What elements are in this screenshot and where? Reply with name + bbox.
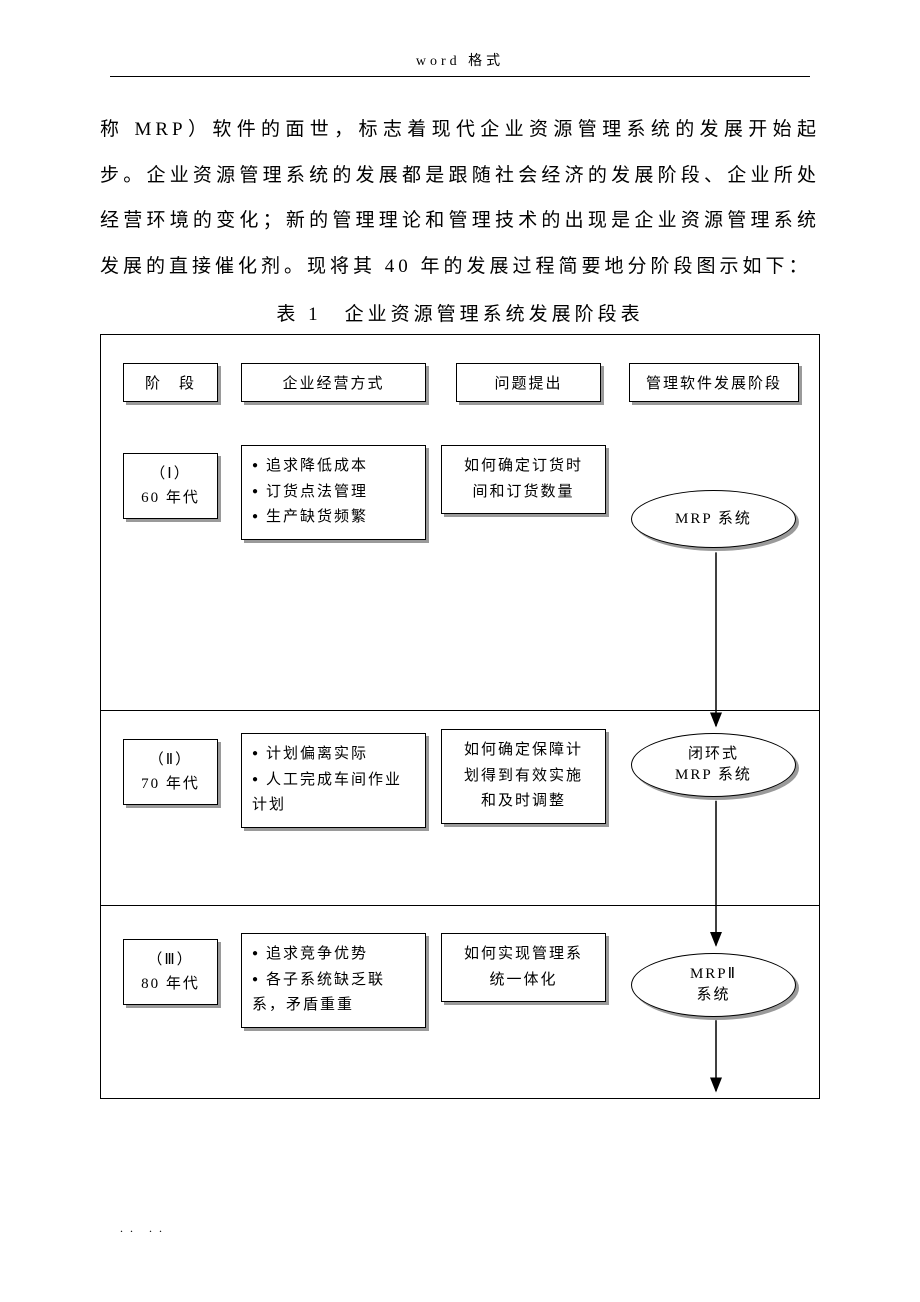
- header-stage: 阶 段: [123, 363, 218, 402]
- mode-3: 追求竞争优势 各子系统缺乏联系，矛盾重重: [241, 933, 426, 1028]
- mode-1-item: 追求降低成本: [252, 454, 415, 480]
- question-2: 如何确定保障计 划得到有效实施 和及时调整: [441, 729, 606, 824]
- divider-2: [101, 905, 819, 906]
- mode-2-item: 人工完成车间作业计划: [252, 768, 415, 819]
- stage-2: （Ⅱ） 70 年代: [123, 739, 218, 805]
- system-3-line: MRPⅡ: [690, 966, 737, 982]
- system-3-line: 系统: [696, 987, 730, 1003]
- header-mode: 企业经营方式: [241, 363, 426, 402]
- table-caption: 表 1 企业资源管理系统发展阶段表: [100, 299, 820, 326]
- question-1-line: 间和订货数量: [472, 484, 574, 500]
- footer-dots: . . . .: [100, 1219, 820, 1236]
- mode-3-item: 追求竞争优势: [252, 942, 415, 968]
- question-2-line: 划得到有效实施: [464, 768, 583, 784]
- question-3-line: 如何实现管理系: [464, 946, 583, 962]
- stage-3-line1: （Ⅲ）: [147, 952, 193, 968]
- stage-1-line1: （Ⅰ）: [150, 466, 190, 482]
- mode-3-item: 各子系统缺乏联系，矛盾重重: [252, 968, 415, 1019]
- stage-1-line2: 60 年代: [141, 490, 200, 506]
- stage-2-line2: 70 年代: [141, 776, 200, 792]
- mode-1-item: 订货点法管理: [252, 480, 415, 506]
- divider-1: [101, 710, 819, 711]
- system-3: MRPⅡ 系统: [631, 953, 796, 1017]
- mode-1: 追求降低成本 订货点法管理 生产缺货频繁: [241, 445, 426, 540]
- system-2: 闭环式 MRP 系统: [631, 733, 796, 797]
- body-paragraph: 称 MRP）软件的面世，标志着现代企业资源管理系统的发展开始起步。企业资源管理系…: [100, 107, 820, 289]
- header-question: 问题提出: [456, 363, 601, 402]
- system-1: MRP 系统: [631, 490, 796, 548]
- stage-3: （Ⅲ） 80 年代: [123, 939, 218, 1005]
- stage-2-line1: （Ⅱ）: [149, 752, 192, 768]
- mode-2: 计划偏离实际 人工完成车间作业计划: [241, 733, 426, 828]
- stage-1: （Ⅰ） 60 年代: [123, 453, 218, 519]
- question-2-line: 如何确定保障计: [464, 742, 583, 758]
- question-1-line: 如何确定订货时: [464, 458, 583, 474]
- page: word 格式 称 MRP）软件的面世，标志着现代企业资源管理系统的发展开始起步…: [0, 0, 920, 1276]
- system-2-line: MRP 系统: [675, 767, 752, 783]
- mode-2-item: 计划偏离实际: [252, 742, 415, 768]
- system-2-line: 闭环式: [688, 746, 739, 762]
- question-3: 如何实现管理系 统一体化: [441, 933, 606, 1002]
- mode-1-item: 生产缺货频繁: [252, 505, 415, 531]
- question-2-line: 和及时调整: [481, 793, 566, 809]
- diagram-container: 阶 段 企业经营方式 问题提出 管理软件发展阶段 （Ⅰ） 60 年代 追求降低成…: [100, 334, 820, 1099]
- header-software: 管理软件发展阶段: [629, 363, 799, 402]
- diagram: 阶 段 企业经营方式 问题提出 管理软件发展阶段 （Ⅰ） 60 年代 追求降低成…: [101, 335, 819, 1098]
- page-header: word 格式: [110, 50, 810, 77]
- question-1: 如何确定订货时 间和订货数量: [441, 445, 606, 514]
- stage-3-line2: 80 年代: [141, 976, 200, 992]
- question-3-line: 统一体化: [489, 972, 557, 988]
